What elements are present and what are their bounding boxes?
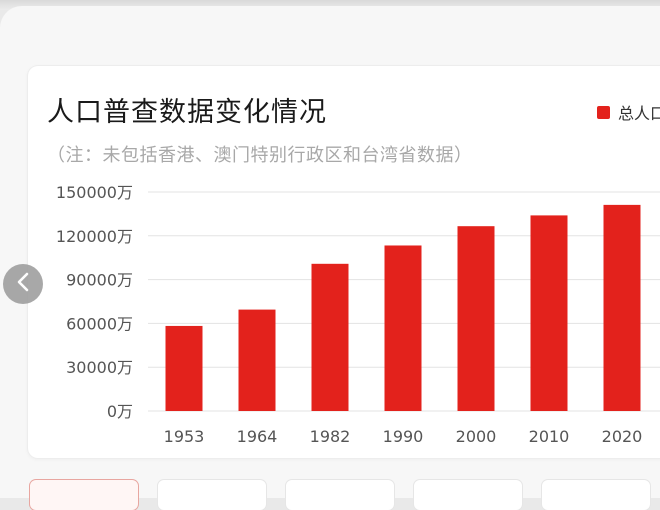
y-tick-label: 150000万 — [56, 183, 133, 202]
y-tick-label: 30000万 — [66, 358, 133, 377]
x-tick-label: 1953 — [164, 427, 205, 446]
legend-swatch — [597, 105, 610, 119]
bar — [530, 215, 568, 411]
bar — [457, 226, 495, 411]
x-tick-label: 2010 — [529, 427, 570, 446]
chart-title: 人口普查数据变化情况 — [47, 97, 327, 128]
thumbnail-tab-2[interactable] — [158, 480, 266, 510]
thumbnail-tab-1[interactable] — [30, 480, 138, 510]
bar — [603, 204, 641, 411]
legend-label: 总人口 — [618, 104, 660, 123]
y-tick-label: 60000万 — [66, 314, 133, 333]
bar-chart: 0万 30000万 60000万 90000万 120000万 150000万 1953 19… — [56, 183, 660, 446]
bar — [165, 325, 203, 411]
x-tick-label: 1990 — [383, 427, 424, 446]
y-tick-label: 120000万 — [56, 227, 133, 246]
y-tick-label: 90000万 — [66, 271, 133, 290]
thumbnail-tab-3[interactable] — [286, 480, 394, 510]
bar — [311, 263, 349, 411]
thumbnail-tab-4[interactable] — [414, 480, 522, 510]
y-tick-label: 0万 — [107, 402, 133, 421]
chevron-left-icon — [16, 272, 30, 296]
x-tick-label: 1964 — [237, 427, 278, 446]
bar — [384, 245, 422, 411]
chart-legend: 总人口 — [597, 100, 660, 124]
x-tick-label: 2000 — [456, 427, 497, 446]
bar — [238, 309, 276, 411]
chart-subtitle: （注：未包括香港、澳门特别行政区和台湾省数据） — [47, 145, 473, 166]
x-tick-label: 1982 — [310, 427, 351, 446]
x-tick-label: 2020 — [602, 427, 643, 446]
previous-button[interactable] — [3, 264, 43, 304]
thumbnail-tab-5[interactable] — [542, 480, 650, 510]
top-background-strip — [0, 0, 660, 10]
